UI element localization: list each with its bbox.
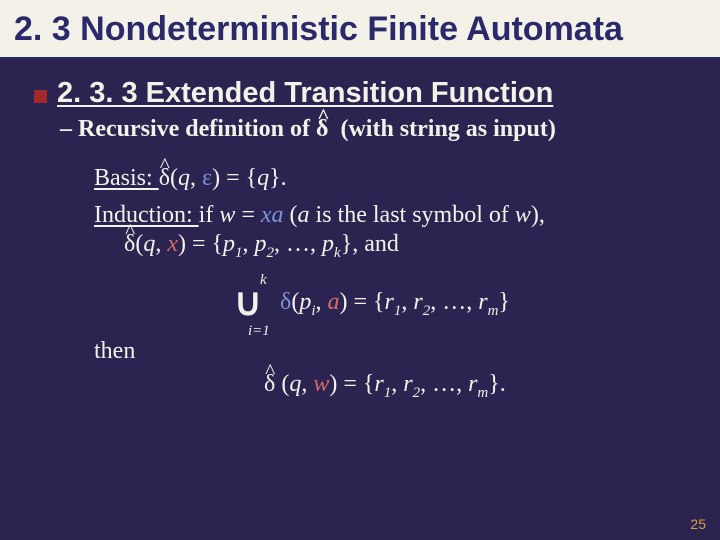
delta-hat-icon: δ bbox=[124, 231, 135, 258]
union-line: k ∪ i=1 δ(pi, a) = {r1, r2, …, rm} bbox=[234, 276, 690, 334]
sub: 2 bbox=[267, 245, 275, 261]
var-r: r bbox=[413, 289, 422, 315]
text: } bbox=[498, 289, 510, 315]
var-q: q bbox=[178, 165, 190, 191]
page-number: 25 bbox=[690, 516, 706, 532]
var-p: p bbox=[322, 231, 334, 257]
text: , …, bbox=[274, 231, 322, 257]
var-w: w bbox=[313, 371, 329, 397]
var-r: r bbox=[385, 289, 394, 315]
body-area: 2. 3. 3 Extended Transition Function – R… bbox=[0, 59, 720, 402]
text: ) = { bbox=[178, 231, 223, 257]
text: , bbox=[315, 289, 327, 315]
var-w: w bbox=[219, 202, 235, 228]
text: , …, bbox=[420, 371, 468, 397]
text: , bbox=[155, 231, 167, 257]
delta-qx-line: δ(q, x) = {p1, p2, …, pk}, and bbox=[124, 231, 690, 262]
then-line: then bbox=[94, 338, 690, 365]
recursive-post: (with string as input) bbox=[334, 116, 555, 142]
basis-label: Basis: bbox=[94, 165, 159, 191]
delta-hat-icon: δ bbox=[316, 116, 328, 143]
var-a: a bbox=[298, 202, 310, 228]
text: is the last symbol of bbox=[310, 202, 515, 228]
text: if bbox=[199, 202, 220, 228]
union-body: δ(pi, a) = {r1, r2, …, rm} bbox=[280, 289, 510, 320]
var-p: p bbox=[223, 231, 235, 257]
var-xa: xa bbox=[261, 202, 284, 228]
slide-title: 2. 3 Nondeterministic Finite Automata bbox=[14, 10, 623, 48]
content-block: Basis: δ(q, ε) = {q}. Induction: if w = … bbox=[94, 165, 690, 402]
var-w: w bbox=[515, 202, 531, 228]
final-line: δ (q, w) = {r1, r2, …, rm}. bbox=[264, 371, 690, 402]
var-p: p bbox=[255, 231, 267, 257]
text: ) = { bbox=[339, 289, 384, 315]
sub: 2 bbox=[413, 385, 421, 401]
text: ), bbox=[531, 202, 545, 228]
text: ) = { bbox=[212, 165, 257, 191]
basis-line: Basis: δ(q, ε) = {q}. bbox=[94, 165, 690, 192]
text: }, and bbox=[341, 231, 399, 257]
text: ) = { bbox=[329, 371, 374, 397]
sub: k bbox=[334, 245, 341, 261]
union-lower: i=1 bbox=[248, 323, 270, 340]
var-r: r bbox=[478, 289, 487, 315]
var-p: p bbox=[299, 289, 311, 315]
delta: δ bbox=[280, 289, 291, 315]
sub: m bbox=[488, 303, 499, 319]
sub: 1 bbox=[235, 245, 243, 261]
text: , bbox=[301, 371, 313, 397]
text: }. bbox=[488, 371, 506, 397]
text: = bbox=[235, 202, 261, 228]
text: , …, bbox=[430, 289, 478, 315]
var-x: x bbox=[167, 231, 178, 257]
text: }. bbox=[269, 165, 287, 191]
var-q: q bbox=[143, 231, 155, 257]
sub: 1 bbox=[394, 303, 402, 319]
union-symbol: ∪ bbox=[234, 280, 262, 325]
delta-hat-icon: δ bbox=[264, 371, 275, 398]
induction-label: Induction: bbox=[94, 202, 199, 228]
var-r: r bbox=[403, 371, 412, 397]
induction-line: Induction: if w = xa (a is the last symb… bbox=[94, 202, 690, 229]
var-r: r bbox=[374, 371, 383, 397]
heading-text: 2. 3. 3 Extended Transition Function bbox=[57, 77, 553, 110]
var-a: a bbox=[327, 289, 339, 315]
slide: 2. 3 Nondeterministic Finite Automata 2.… bbox=[0, 0, 720, 540]
var-q: q bbox=[257, 165, 269, 191]
big-union-icon: k ∪ i=1 bbox=[234, 276, 276, 334]
section-heading: 2. 3. 3 Extended Transition Function bbox=[34, 77, 690, 110]
text: , bbox=[190, 165, 202, 191]
epsilon: ε bbox=[202, 165, 212, 191]
recursive-def-line: – Recursive definition of δ (with string… bbox=[60, 116, 690, 143]
bullet-icon bbox=[34, 90, 47, 103]
var-r: r bbox=[468, 371, 477, 397]
sub: 1 bbox=[384, 385, 392, 401]
title-bar: 2. 3 Nondeterministic Finite Automata bbox=[0, 0, 720, 59]
text: ( bbox=[284, 202, 298, 228]
sub: m bbox=[477, 385, 488, 401]
text: ( bbox=[170, 165, 178, 191]
delta-hat-icon: δ bbox=[159, 165, 170, 192]
var-q: q bbox=[289, 371, 301, 397]
then-text: then bbox=[94, 338, 135, 364]
dash: – bbox=[60, 116, 72, 142]
recursive-pre: Recursive definition of bbox=[78, 116, 316, 142]
